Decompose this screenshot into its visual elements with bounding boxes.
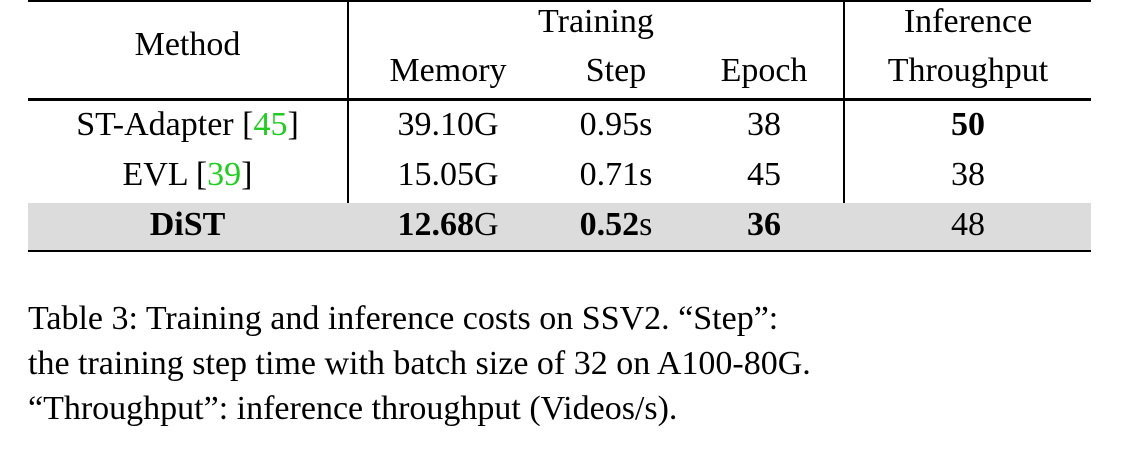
row-st-adapter-memory: 39.10G bbox=[397, 106, 499, 143]
caption-line-3: “Throughput”: inference throughput (Vide… bbox=[28, 390, 678, 427]
memory-unit: G bbox=[473, 206, 499, 243]
row-dist-method: DiST bbox=[149, 206, 226, 243]
row-evl-memory: 15.05G bbox=[397, 156, 499, 193]
table-bottom-rule bbox=[28, 250, 1091, 252]
citation-link[interactable]: 45 bbox=[253, 106, 288, 143]
row-dist-throughput: 48 bbox=[951, 206, 985, 243]
row-st-adapter-throughput: 50 bbox=[951, 106, 985, 143]
table-divider-right bbox=[843, 0, 845, 252]
method-name: ST-Adapter bbox=[76, 106, 234, 143]
row-st-adapter-method: ST-Adapter [45] bbox=[76, 106, 299, 143]
header-epoch: Epoch bbox=[720, 52, 808, 89]
header-method: Method bbox=[134, 26, 241, 63]
row-dist-epoch: 36 bbox=[747, 206, 781, 243]
memory-value: 12.68 bbox=[397, 206, 474, 243]
table-top-rule bbox=[28, 0, 1091, 2]
header-training: Training bbox=[538, 3, 654, 40]
caption-line-2: the training step time with batch size o… bbox=[28, 345, 811, 382]
highlight-row-background bbox=[28, 203, 1091, 250]
caption-line-1: Table 3: Training and inference costs on… bbox=[28, 300, 779, 337]
row-dist-memory: 12.68G bbox=[349, 205, 547, 245]
row-evl-method: EVL [39] bbox=[122, 156, 253, 193]
row-st-adapter-epoch: 38 bbox=[747, 106, 781, 143]
row-dist-step: 0.52s bbox=[547, 205, 685, 245]
header-step: Step bbox=[585, 52, 647, 89]
row-evl-epoch: 45 bbox=[747, 156, 781, 193]
header-throughput: Throughput bbox=[887, 52, 1049, 89]
row-st-adapter-step: 0.95s bbox=[579, 106, 653, 143]
citation-link[interactable]: 39 bbox=[207, 156, 242, 193]
step-unit: s bbox=[639, 206, 653, 243]
row-evl-throughput: 38 bbox=[951, 156, 985, 193]
header-inference: Inference bbox=[903, 3, 1033, 40]
table-header-rule bbox=[28, 98, 1091, 101]
table-divider-left bbox=[347, 0, 349, 252]
step-value: 0.52 bbox=[579, 206, 640, 243]
header-memory: Memory bbox=[389, 52, 507, 89]
table-caption: Table 3: Training and inference costs on… bbox=[28, 296, 1103, 431]
row-evl-step: 0.71s bbox=[579, 156, 653, 193]
method-name: EVL bbox=[122, 156, 188, 193]
